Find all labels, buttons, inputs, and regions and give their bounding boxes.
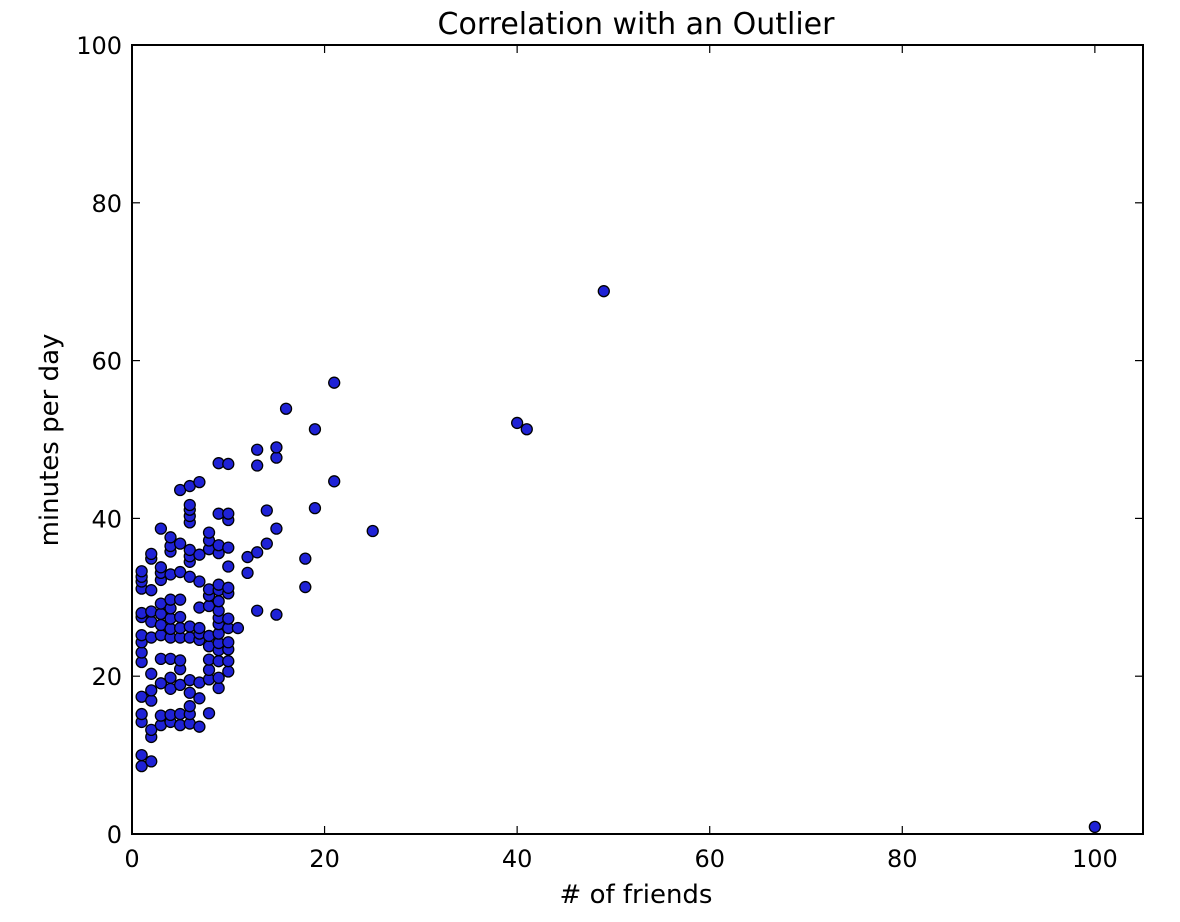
data-point [241, 550, 254, 564]
data-point [173, 610, 187, 624]
x-tick-label: 80 [887, 845, 918, 873]
data-point [193, 720, 206, 733]
data-point [145, 547, 158, 561]
data-point [173, 593, 187, 606]
data-point [222, 560, 235, 573]
x-tick-label: 60 [694, 845, 725, 873]
data-point [173, 654, 187, 667]
data-point [222, 636, 235, 649]
data-point [135, 707, 148, 721]
data-points [135, 285, 1102, 834]
x-axis-label: # of friends [560, 880, 713, 910]
x-tick-label: 40 [502, 845, 533, 873]
chart-title: Correlation with an Outlier [438, 7, 836, 42]
axis-ticks: 0 20 40 60 80 100 0 20 40 60 80 100 [76, 32, 1143, 873]
data-point [145, 667, 158, 680]
y-axis-label: minutes per day [35, 334, 65, 547]
data-point [212, 681, 225, 695]
y-tick-label: 20 [91, 663, 122, 691]
data-point [520, 423, 533, 436]
data-point [270, 451, 283, 464]
x-tick-label: 0 [124, 845, 139, 873]
data-point [328, 475, 341, 488]
data-point [222, 457, 235, 471]
data-point [260, 537, 273, 550]
y-tick-label: 60 [91, 348, 122, 376]
data-point [183, 570, 196, 583]
data-point [145, 723, 158, 737]
data-point [328, 376, 341, 389]
data-point [193, 548, 206, 561]
data-point [308, 501, 322, 515]
data-point [183, 686, 196, 699]
data-point [251, 604, 264, 617]
data-point [173, 565, 187, 579]
data-point [1088, 820, 1102, 834]
data-point [145, 694, 158, 707]
data-point [231, 621, 245, 635]
data-point [366, 524, 379, 538]
data-point [260, 504, 273, 517]
data-point [173, 537, 187, 550]
data-point [510, 416, 524, 430]
data-point [202, 707, 216, 720]
data-point [212, 671, 225, 684]
data-point [308, 423, 322, 436]
data-point [222, 655, 235, 668]
data-point [183, 498, 196, 512]
data-point [154, 522, 168, 535]
data-point [270, 608, 283, 621]
plot-frame [131, 44, 1144, 835]
data-point [193, 575, 206, 588]
data-point [193, 692, 206, 705]
data-point [222, 612, 235, 625]
data-point [270, 441, 283, 454]
y-tick-label: 100 [76, 32, 122, 60]
data-point [164, 531, 177, 544]
data-point [222, 665, 235, 678]
data-point [202, 663, 216, 677]
data-point [183, 700, 196, 713]
data-point [251, 546, 264, 559]
data-point [145, 755, 158, 768]
data-point [279, 402, 293, 415]
data-point [597, 285, 610, 298]
data-point [135, 646, 148, 659]
y-tick-label: 80 [91, 190, 122, 218]
data-point [212, 595, 225, 608]
data-point [270, 522, 283, 535]
data-point [154, 677, 168, 690]
data-point [222, 581, 235, 594]
x-tick-label: 100 [1072, 845, 1118, 873]
x-tick-label: 20 [309, 845, 340, 873]
data-point [193, 475, 206, 489]
data-point [222, 541, 235, 554]
data-point [154, 561, 168, 574]
y-tick-label: 40 [91, 505, 122, 533]
data-point [145, 684, 158, 697]
data-point [241, 566, 254, 579]
data-point [135, 565, 148, 578]
data-point [164, 671, 177, 684]
data-point [251, 459, 264, 472]
data-point [222, 507, 235, 520]
data-point [183, 543, 196, 557]
data-point [145, 584, 158, 597]
data-point [299, 552, 312, 565]
data-point [202, 526, 216, 539]
data-point [193, 621, 206, 635]
data-point [299, 580, 312, 594]
data-point [135, 748, 148, 762]
y-tick-label: 0 [107, 821, 122, 849]
data-point [173, 678, 187, 692]
data-point [251, 443, 264, 456]
